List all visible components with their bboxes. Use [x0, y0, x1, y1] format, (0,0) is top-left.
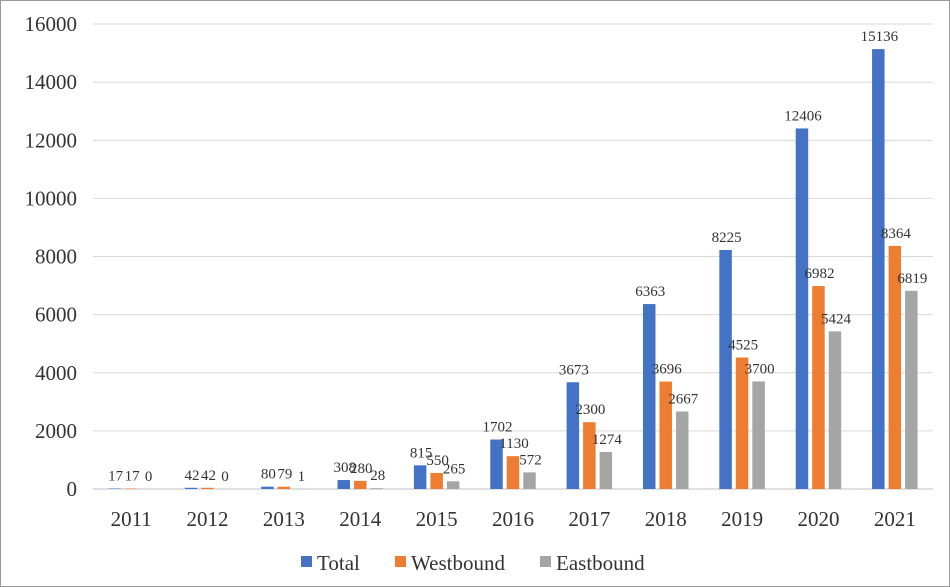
data-label: 4525 [728, 337, 758, 353]
bar-westbound [583, 422, 596, 489]
legend-swatch [395, 556, 406, 567]
bar-total [719, 249, 732, 489]
y-tick-label: 6000 [35, 303, 77, 327]
data-label: 79 [277, 467, 292, 483]
x-tick-label: 2014 [339, 507, 382, 531]
legend-label: Westbound [411, 551, 505, 575]
data-label: 1702 [483, 420, 513, 436]
bar-total [413, 465, 427, 489]
bar-eastbound [828, 331, 842, 489]
bar-westbound [812, 286, 825, 489]
data-label: 265 [443, 461, 466, 477]
data-label: 8225 [712, 230, 742, 246]
legend-swatch [540, 556, 551, 567]
data-labels: 17 17 0 42 42 0 80 79 13082802881555026517021130… [108, 29, 927, 485]
data-label: 1274 [592, 432, 623, 448]
data-label: 6982 [804, 266, 834, 282]
y-tick-label: 8000 [35, 245, 77, 269]
x-tick-label: 2018 [645, 507, 687, 531]
y-tick-label: 2000 [35, 419, 77, 443]
data-label: 8364 [881, 226, 912, 242]
x-tick-label: 2021 [874, 507, 916, 531]
bar-eastbound [905, 290, 918, 489]
data-label: 17 [108, 469, 124, 485]
x-axis-ticks: 2011 2012 2013 2014 2015 2016 2017 2018 2019 2020… [111, 507, 916, 531]
data-label: 42 [185, 468, 200, 484]
x-tick-label: 2017 [568, 507, 610, 531]
data-label: 28 [370, 468, 385, 484]
bar-westbound [735, 357, 749, 489]
data-label: 572 [519, 452, 542, 468]
bar-total [872, 49, 885, 490]
x-tick-label: 2011 [111, 507, 152, 531]
y-tick-label: 10000 [25, 186, 78, 210]
bar-eastbound [370, 488, 384, 489]
bar-eastbound [675, 411, 689, 489]
bar-westbound [888, 245, 902, 489]
bar-total [795, 128, 809, 489]
bars [108, 49, 918, 490]
data-label: 308 [334, 460, 357, 476]
data-label: 815 [410, 445, 433, 461]
data-label: 3700 [745, 361, 775, 377]
y-tick-label: 14000 [25, 70, 78, 94]
bar-eastbound [446, 481, 460, 489]
data-label: 6819 [897, 271, 927, 287]
x-tick-label: 2016 [492, 507, 534, 531]
y-tick-label: 0 [67, 477, 78, 501]
legend-label: Total [317, 551, 360, 575]
bar-eastbound [523, 472, 536, 489]
bar-westbound [430, 473, 443, 489]
y-tick-label: 12000 [25, 128, 78, 152]
data-label: 2667 [668, 391, 699, 407]
data-label: 0 [145, 469, 153, 485]
y-tick-label: 4000 [35, 361, 77, 385]
x-tick-label: 2012 [187, 507, 229, 531]
x-tick-label: 2020 [797, 507, 839, 531]
bar-westbound [277, 486, 291, 489]
bar-westbound [506, 456, 520, 489]
data-label: 2300 [575, 402, 605, 418]
gridlines [93, 23, 933, 490]
data-label: 6363 [635, 284, 665, 300]
data-label: 12406 [784, 108, 822, 124]
data-label: 1 [298, 469, 306, 485]
x-tick-label: 2015 [416, 507, 458, 531]
data-label: 42 [201, 468, 216, 484]
data-label: 80 [261, 467, 276, 483]
data-label: 3696 [652, 362, 683, 378]
legend-swatch [301, 556, 312, 567]
bar-eastbound [752, 381, 765, 489]
bar-westbound [659, 381, 672, 489]
bar-total [337, 480, 351, 489]
bar-westbound [354, 480, 367, 489]
bar-total [566, 382, 580, 489]
bar-total [184, 487, 198, 489]
data-label: 0 [221, 469, 229, 485]
data-label: 3673 [559, 362, 589, 378]
data-label: 280 [350, 461, 373, 477]
legend-label: Eastbound [556, 551, 645, 575]
data-label: 5424 [821, 311, 852, 327]
bar-total [490, 439, 503, 489]
data-label: 550 [426, 453, 449, 469]
bar-eastbound [599, 451, 613, 489]
y-tick-label: 16000 [25, 12, 78, 36]
legend: Total Westbound Eastbound [301, 551, 645, 575]
x-tick-label: 2013 [263, 507, 305, 531]
bar-total [642, 304, 656, 489]
y-axis-ticks: 0 2000 4000 6000 8000 10000 12000 14000 16000 [25, 12, 78, 501]
x-tick-label: 2019 [721, 507, 763, 531]
bar-total [261, 486, 274, 489]
data-label: 15136 [861, 29, 899, 45]
data-label: 17 [125, 469, 141, 485]
data-label: 1130 [499, 436, 528, 452]
bar-westbound [201, 487, 214, 489]
